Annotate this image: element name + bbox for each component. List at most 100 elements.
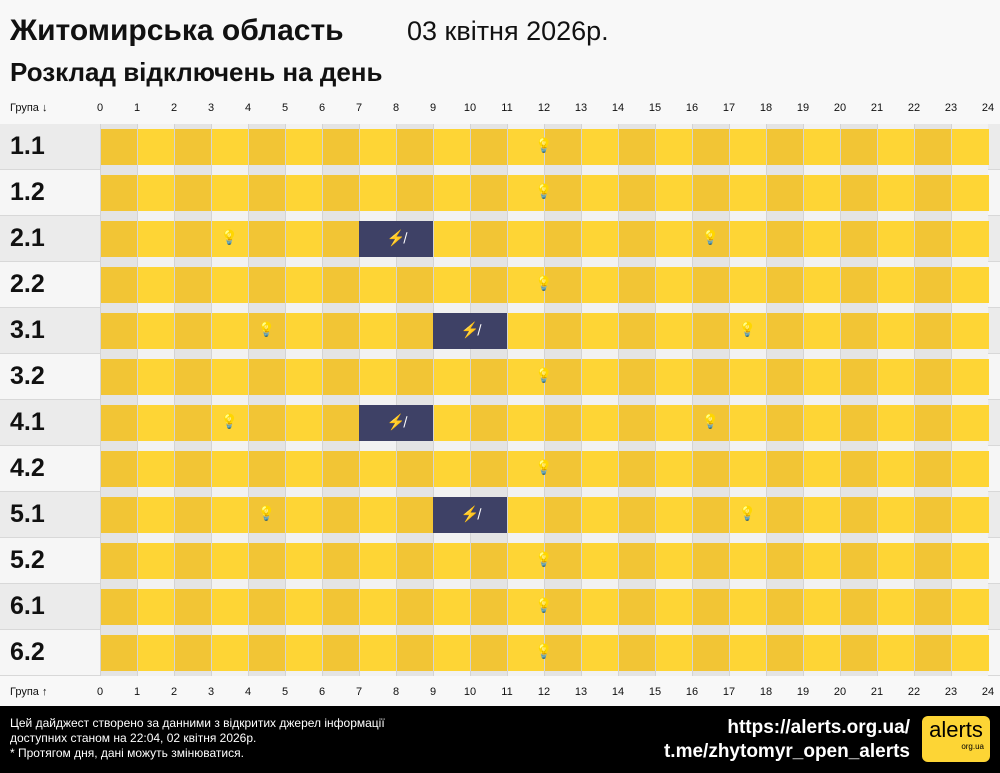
hour-cell [655,630,693,676]
hour-cell [729,538,767,584]
hour-cell [211,630,249,676]
power-on-bar [212,635,249,671]
hour-cell [248,538,286,584]
hour-cell [137,216,175,262]
power-on-bar [138,543,175,579]
power-on-bar [323,635,360,671]
hour-cell [174,538,212,584]
hour-axis-top: Група ↓ 0 1 2 3 4 5 6 7 8 9 10 11 12 13 14 15 16 17 18 19 20 2… [0,100,1000,118]
hour-cell [951,354,989,400]
power-on-bar [952,359,989,395]
power-on-bar [841,175,878,211]
hour-tick: 20 [833,102,847,114]
power-on-bar [212,589,249,625]
hour-cell [137,124,175,170]
hour-cell [951,630,989,676]
power-on-bar [767,175,804,211]
hour-tick: 12 [537,686,551,698]
hour-cell [544,354,582,400]
hour-cell [766,400,804,446]
hour-cell [174,492,212,538]
power-on-bar [397,543,434,579]
group-name: 5.1 [10,500,45,528]
power-on-bar [804,497,841,533]
power-on-bar [545,451,582,487]
power-on-bar [471,589,508,625]
power-on-bar [397,267,434,303]
hour-cell [174,262,212,308]
hour-cell [322,538,360,584]
hour-cell [803,124,841,170]
power-on-bar [397,589,434,625]
hour-tick: 0 [96,686,104,698]
hour-cell [951,584,989,630]
hour-cell [211,262,249,308]
power-on-bar [767,589,804,625]
power-on-bar [730,175,767,211]
hour-cell [618,492,656,538]
power-on-bar [323,359,360,395]
hour-cell [877,446,915,492]
hour-cell [396,492,434,538]
hour-cell [211,216,249,262]
hour-cell [803,584,841,630]
hour-tick: 3 [207,102,215,114]
hour-tick: 9 [429,686,437,698]
hour-tick: 22 [907,102,921,114]
power-on-bar [656,267,693,303]
hour-cell [692,216,730,262]
hour-cell [618,262,656,308]
lightbulb-icon: 💡 [738,505,757,521]
power-on-bar [841,451,878,487]
hour-tick: 10 [463,102,477,114]
hour-cell [951,538,989,584]
hour-cell [544,538,582,584]
hour-cell [248,216,286,262]
power-on-bar [804,359,841,395]
lightbulb-icon: 💡 [535,459,553,475]
power-on-bar [397,451,434,487]
power-on-bar [323,313,360,349]
power-on-bar [619,175,656,211]
power-on-bar [360,129,397,165]
hour-cell [692,308,730,354]
power-on-bar [619,405,656,441]
hour-cell [544,262,582,308]
lightbulb-icon: 💡 [701,413,720,429]
power-on-bar [582,451,619,487]
hour-tick: 23 [944,102,958,114]
hour-cell [211,308,249,354]
power-on-bar [212,221,249,257]
power-on-bar [508,405,545,441]
power-on-bar [619,221,656,257]
hour-cell [322,262,360,308]
power-on-bar [286,267,323,303]
power-on-bar [582,635,619,671]
hour-cell [507,124,545,170]
hour-cell [470,584,508,630]
power-on-bar [767,221,804,257]
power-on-bar [323,129,360,165]
power-on-bar [841,589,878,625]
power-on-bar [582,129,619,165]
power-on-bar [249,635,286,671]
power-on-bar [138,129,175,165]
hour-cell [396,308,434,354]
power-on-bar [619,267,656,303]
power-on-bar [878,635,915,671]
power-on-bar [212,175,249,211]
power-on-bar [471,635,508,671]
hour-tick: 6 [318,102,326,114]
group-row: 2.2 💡 [0,262,1000,308]
power-on-bar [286,451,323,487]
power-on-bar [767,451,804,487]
group-name: 6.2 [10,638,45,666]
power-on-bar [101,267,138,303]
power-on-bar [397,359,434,395]
telegram-link[interactable]: t.me/zhytomyr_open_alerts [663,741,910,762]
power-on-bar [656,313,693,349]
lightbulb-icon: 💡 [535,183,553,199]
hour-cell [877,400,915,446]
site-link[interactable]: https://alerts.org.ua/ [727,717,910,738]
power-on-bar [360,359,397,395]
